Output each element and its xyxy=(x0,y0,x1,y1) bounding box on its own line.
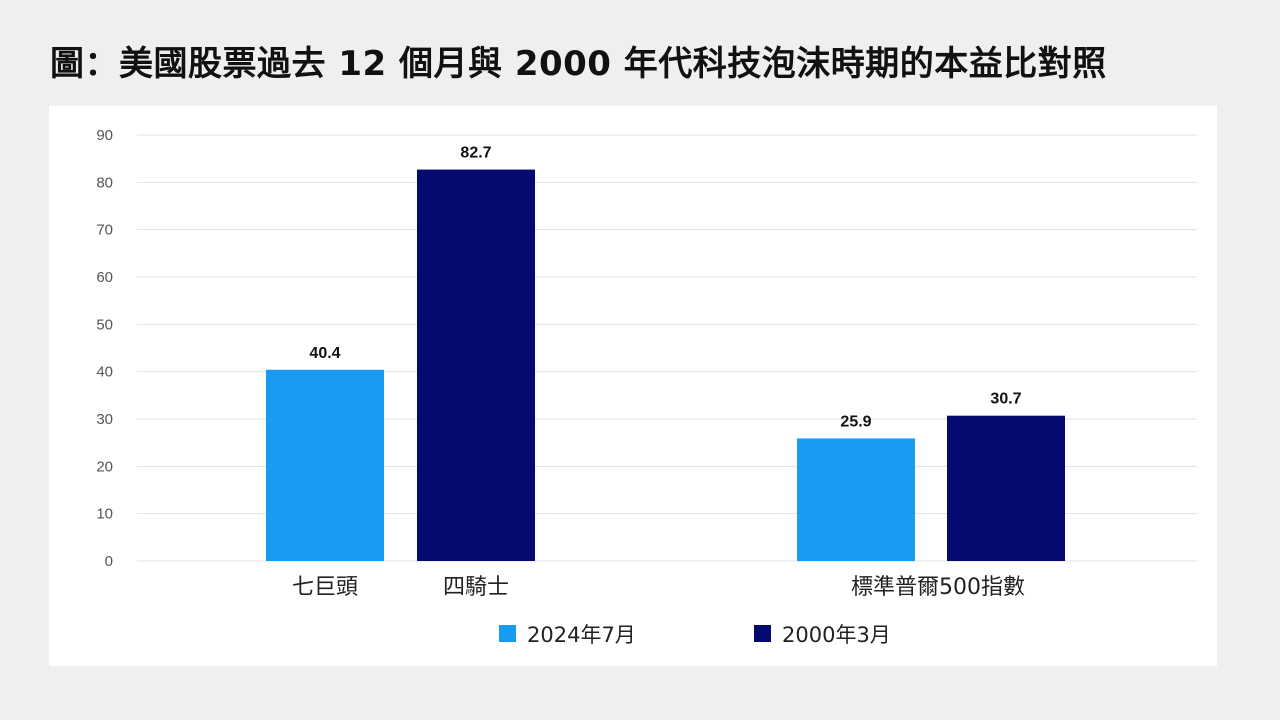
x-category-label: 七巨頭 xyxy=(292,575,358,600)
y-tick-label: 50 xyxy=(96,316,113,333)
y-tick-label: 80 xyxy=(96,174,113,191)
y-tick-label: 10 xyxy=(96,506,113,523)
x-category-label: 標準普爾500指數 xyxy=(851,575,1025,600)
y-tick-label: 70 xyxy=(96,222,113,239)
data-label: 82.7 xyxy=(460,145,491,162)
y-tick-label: 0 xyxy=(105,553,113,570)
bar xyxy=(266,369,384,561)
legend-label: 2024年7月 xyxy=(527,623,636,647)
data-label: 40.4 xyxy=(309,345,340,362)
y-tick-label: 30 xyxy=(96,411,113,428)
y-tick-label: 40 xyxy=(96,364,113,381)
y-tick-label: 20 xyxy=(96,458,113,475)
chart-title: 圖：美國股票過去 12 個月與 2000 年代科技泡沫時期的本益比對照 xyxy=(50,44,1107,84)
legend-swatch xyxy=(499,625,516,642)
chart-card: 0 10 20 30 40 50 60 70 80 90 40.4 82.7 25.9 30.7 七巨頭 四騎… xyxy=(49,106,1217,666)
legend-label: 2000年3月 xyxy=(782,623,891,647)
legend-swatch xyxy=(754,625,771,642)
bar xyxy=(947,415,1065,561)
y-tick-label: 60 xyxy=(96,269,113,286)
data-label: 25.9 xyxy=(840,413,871,430)
bar xyxy=(797,438,915,561)
bar-chart: 0 10 20 30 40 50 60 70 80 90 40.4 82.7 25.9 30.7 七巨頭 四騎… xyxy=(96,127,1197,647)
bar xyxy=(417,169,535,561)
y-tick-label: 90 xyxy=(96,127,113,144)
data-label: 30.7 xyxy=(990,391,1021,408)
x-category-label: 四騎士 xyxy=(443,575,509,600)
